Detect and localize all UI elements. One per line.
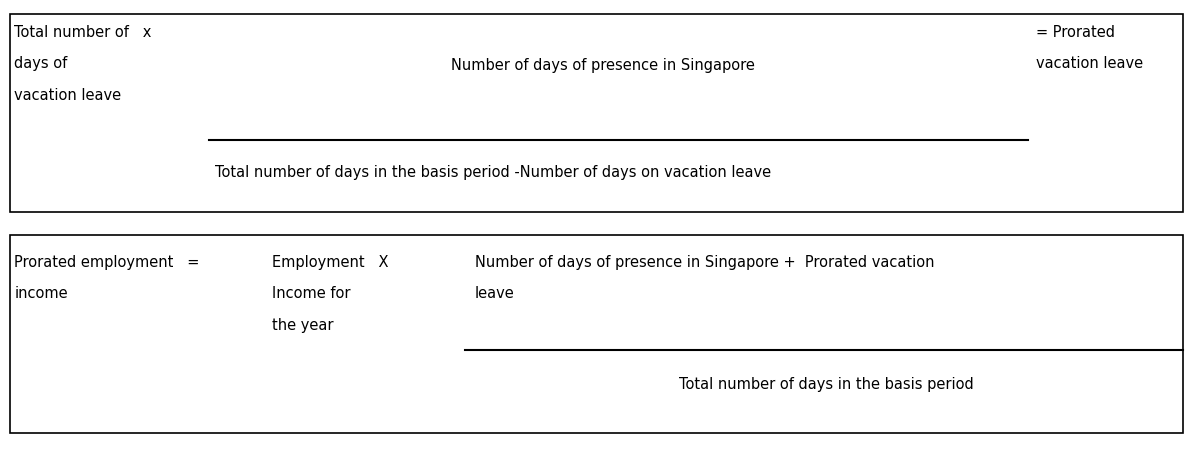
Text: Total number of days in the basis period: Total number of days in the basis period	[679, 377, 975, 391]
Text: Total number of   x: Total number of x	[14, 25, 152, 40]
FancyBboxPatch shape	[10, 14, 1183, 212]
Text: = Prorated: = Prorated	[1036, 25, 1114, 40]
Text: Employment   X: Employment X	[272, 255, 389, 270]
FancyBboxPatch shape	[10, 235, 1183, 433]
Text: days of: days of	[14, 56, 68, 71]
Text: income: income	[14, 286, 68, 301]
Text: Number of days of presence in Singapore: Number of days of presence in Singapore	[451, 58, 754, 73]
Text: the year: the year	[272, 318, 334, 333]
Text: Total number of days in the basis period -Number of days on vacation leave: Total number of days in the basis period…	[215, 165, 771, 179]
Text: vacation leave: vacation leave	[14, 88, 122, 103]
Text: Prorated employment   =: Prorated employment =	[14, 255, 199, 270]
Text: Number of days of presence in Singapore +  Prorated vacation: Number of days of presence in Singapore …	[475, 255, 934, 270]
Text: leave: leave	[475, 286, 514, 301]
Text: vacation leave: vacation leave	[1036, 56, 1143, 71]
Text: Income for: Income for	[272, 286, 351, 301]
